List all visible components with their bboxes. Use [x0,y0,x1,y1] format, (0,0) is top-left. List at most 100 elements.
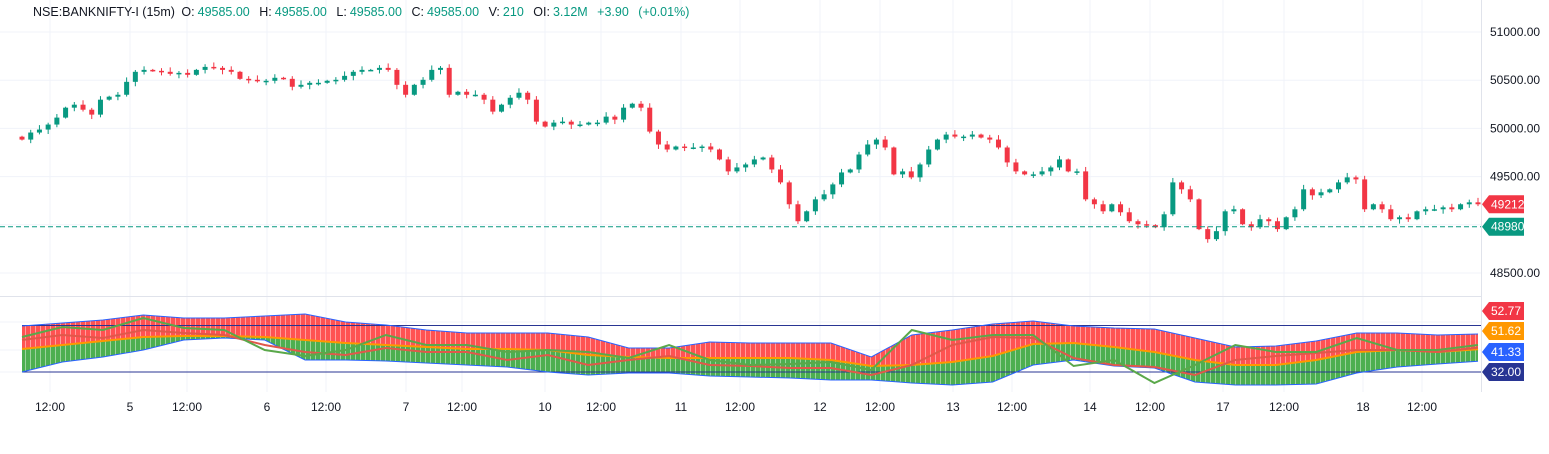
candle-body [847,169,853,173]
time-tick-label: 7 [403,400,410,414]
price-axis[interactable]: 51000.00 50500.00 50000.00 49500.00 48500.00… [1482,25,1541,381]
candle-body [978,134,984,138]
candle-body [1100,204,1106,212]
candle-body [342,75,348,80]
indicator-value-label: 32.00 [1491,365,1521,379]
candle-body [446,67,452,95]
candle-body [246,78,252,81]
time-tick-label: 11 [675,400,688,414]
lower-band-line [21,337,1479,386]
candle-body [525,92,531,100]
high-label: H: [259,5,272,19]
time-tick-label: 12:00 [311,400,341,414]
indicator-pane [21,313,1481,386]
time-tick-label: 6 [264,400,271,414]
candle-body [1405,217,1411,220]
candle-body [1336,182,1342,190]
candle-body [411,84,417,95]
candle-body [952,134,958,137]
candle-body [1222,211,1228,232]
change-percent: (+0.01%) [638,5,690,19]
time-tick-label: 12:00 [997,400,1027,414]
candle-body [167,71,173,74]
low-label: L: [336,5,347,19]
candle-body [969,134,975,137]
candle-body [1353,177,1359,180]
candle-body [97,99,103,115]
open-label: O: [181,5,195,19]
candle-body [594,122,600,125]
candle-body [917,164,923,178]
candle-body [106,96,112,100]
candle-body [132,71,138,82]
candle-body [455,91,461,95]
candle-body [1144,224,1150,226]
candle-body [193,69,199,75]
candle-body [141,69,147,72]
candle-body [350,71,356,76]
indicator-value-label-bg [1482,363,1524,381]
candle-body [760,157,766,160]
candle-body [464,91,470,95]
candle-body [499,104,505,112]
candle-body [359,69,365,72]
candle-body [289,78,295,87]
candle-body [516,92,522,98]
last-price-label: 49212.95 [1491,197,1541,211]
candle-body [211,66,217,69]
time-tick-label: 12:00 [725,400,755,414]
candle-body [1309,189,1315,196]
candle-body [307,82,313,85]
candle-body [80,104,86,110]
candle-body [1179,182,1185,190]
candle-body [673,146,679,150]
candle-body [1327,189,1333,193]
candle-body [490,99,496,112]
time-axis[interactable]: 12:00 5 12:00 6 12:00 7 12:00 10 12:00 11 12:00 12 1… [35,400,1437,414]
candle-body [586,122,592,125]
candle-body [943,134,949,140]
candle-body [237,71,243,79]
time-tick-label: 12:00 [1135,400,1165,414]
candle-body [873,139,879,145]
candle-body [926,149,932,165]
candle-body [865,144,871,155]
candle-body [1240,209,1246,225]
candle-body [185,72,191,75]
candle-body [1074,171,1080,173]
candle-body [298,84,304,87]
candle-body [385,67,391,70]
candle-body [1030,174,1036,176]
candle-body [54,117,60,125]
candle-body [420,79,426,85]
time-tick-label: 17 [1216,400,1230,414]
candle-body [254,79,260,82]
symbol-name[interactable]: NSE:BANKNIFTY-I (15m) [33,5,175,19]
candle-body [1274,221,1280,230]
middle-line [21,335,1479,368]
candle-body [333,79,339,82]
candle-body [1065,159,1071,172]
candle-body [1118,204,1124,213]
candle-body [1414,211,1420,220]
candle-body [821,194,827,200]
candle-body [743,164,749,168]
time-tick-label: 14 [1083,400,1097,414]
candle-body [908,171,914,178]
candle-body [987,137,993,140]
candle-body [577,124,583,127]
price-tick-label: 51000.00 [1490,25,1540,39]
rsi-line [21,316,1479,385]
upper-band-line [21,313,1479,358]
candle-body [315,82,321,85]
indicator-value-label-bg [1482,343,1524,361]
candle-body [1187,189,1193,200]
candle-body [281,77,287,80]
symbol-legend: NSE:BANKNIFTY-I (15m) O: 49585.00 H: 49585… [33,5,695,19]
candle-body [804,211,810,222]
candle-body [655,131,661,145]
candle-body [682,146,688,149]
candle-body [778,169,784,183]
candle-body [1205,229,1211,240]
